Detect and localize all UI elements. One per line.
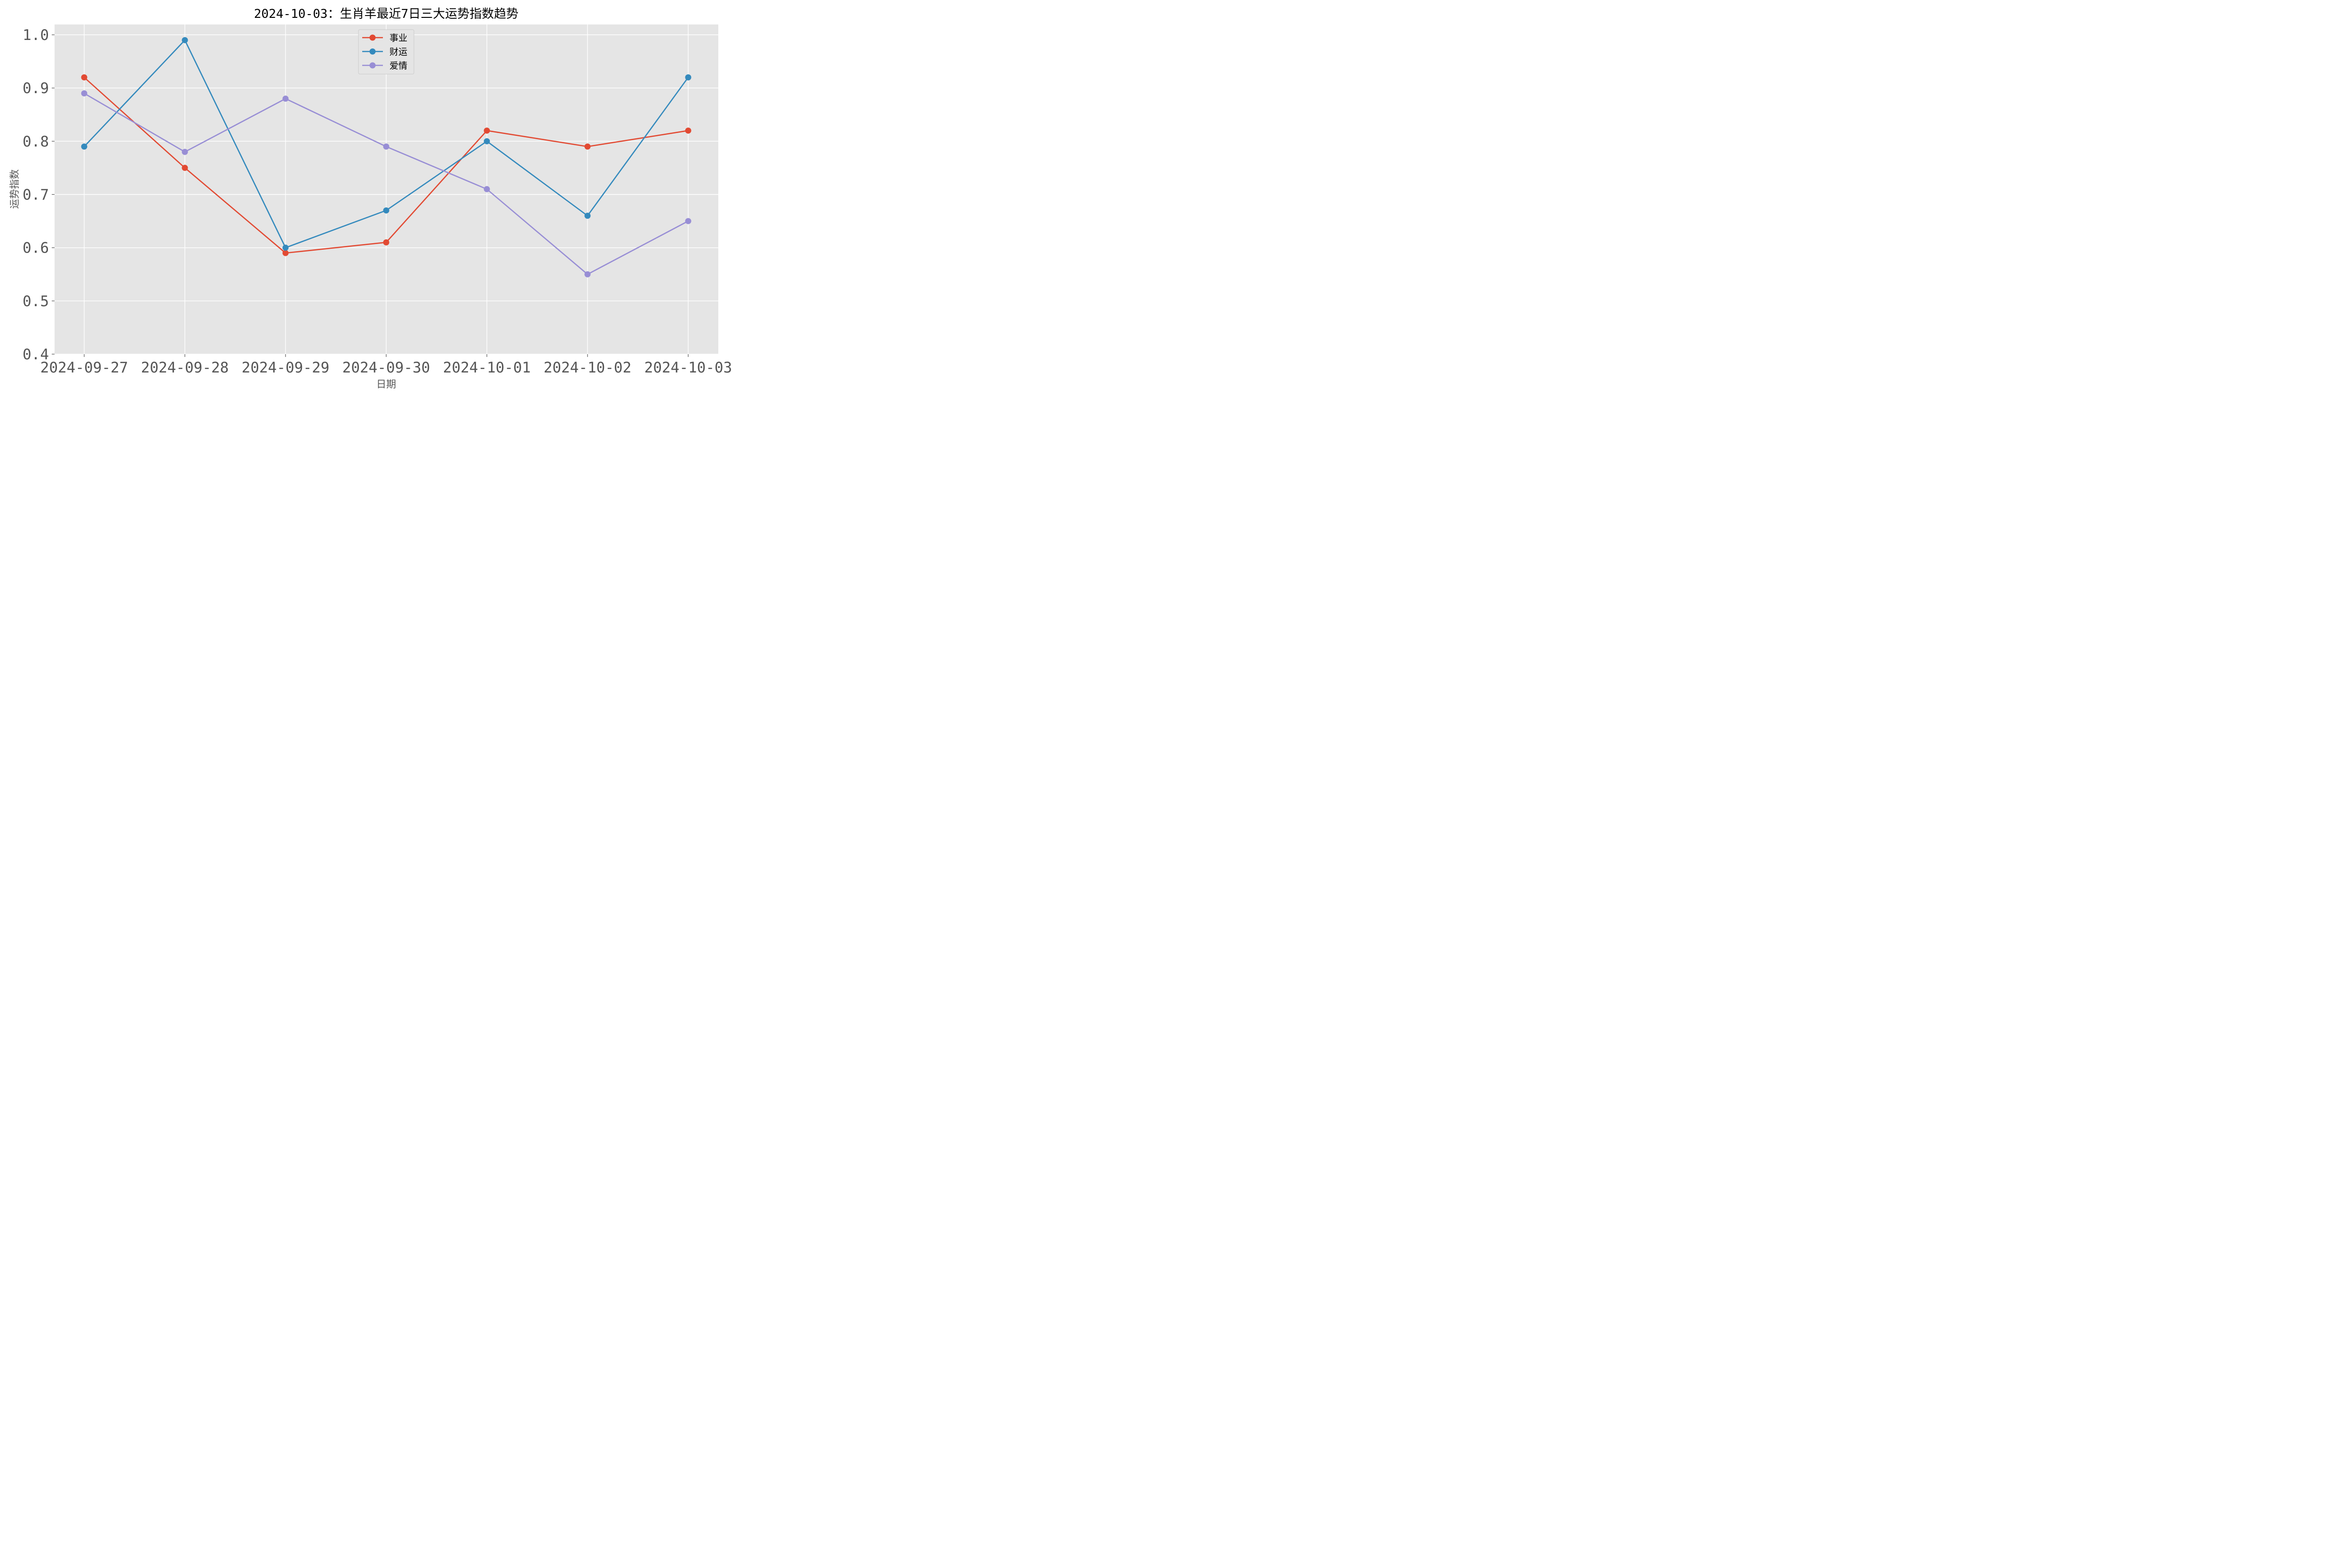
data-point: [584, 143, 591, 150]
series-1: [81, 74, 691, 256]
series-2: [81, 37, 691, 251]
series-3: [81, 90, 691, 277]
data-point: [383, 207, 389, 214]
data-point: [383, 239, 389, 245]
legend-label: 事业: [389, 33, 407, 43]
data-point: [81, 74, 87, 81]
legend-label: 爱情: [389, 61, 407, 71]
x-tick-label: 2024-10-02: [544, 359, 632, 376]
data-point: [282, 250, 289, 256]
chart: 2024-10-03：生肖羊最近7日三大运势指数趋势 0.40.50.60.70…: [9, 7, 732, 390]
data-point: [584, 271, 591, 277]
x-tick-label: 2024-09-30: [342, 359, 430, 376]
y-tick-label: 0.8: [23, 133, 49, 150]
data-point: [685, 74, 691, 81]
y-tick-label: 0.6: [23, 240, 49, 257]
data-point: [182, 37, 188, 43]
y-tick-label: 0.7: [23, 187, 49, 204]
data-point: [282, 95, 289, 102]
x-axis-label: 日期: [376, 379, 396, 390]
x-tick-label: 2024-10-03: [644, 359, 732, 376]
y-tick-label: 1.0: [23, 27, 49, 44]
x-tick-label: 2024-10-01: [443, 359, 531, 376]
data-point: [282, 245, 289, 251]
data-point: [685, 127, 691, 134]
legend-item: 爱情: [362, 61, 407, 71]
data-point: [484, 186, 490, 192]
series-group: [81, 37, 691, 277]
y-tick-label: 0.4: [23, 346, 49, 363]
legend-label: 财运: [389, 47, 407, 57]
y-tick-label: 0.5: [23, 293, 49, 310]
data-point: [182, 165, 188, 171]
data-point: [182, 149, 188, 155]
x-axis: 2024-09-27 2024-09-28 2024-09-29 2024-09-30…: [40, 354, 732, 376]
y-tick-label: 0.9: [23, 80, 49, 97]
x-tick-label: 2024-09-27: [40, 359, 128, 376]
data-point: [81, 143, 87, 150]
data-point: [383, 143, 389, 150]
y-axis: 0.4 0.5 0.6 0.7 0.8 0.9 1.0: [23, 27, 55, 363]
legend-item: 事业: [362, 33, 407, 43]
data-point: [81, 90, 87, 96]
y-axis-label: 运势指数: [9, 169, 20, 209]
data-point: [484, 138, 490, 144]
legend-item: 财运: [362, 47, 407, 57]
x-tick-label: 2024-09-29: [242, 359, 330, 376]
legend-marker: [369, 34, 376, 41]
legend-marker: [369, 62, 376, 69]
legend-marker: [369, 48, 376, 55]
data-point: [484, 127, 490, 134]
data-point: [584, 213, 591, 219]
x-tick-label: 2024-09-28: [141, 359, 229, 376]
chart-title: 2024-10-03：生肖羊最近7日三大运势指数趋势: [254, 7, 518, 21]
data-point: [685, 218, 691, 224]
